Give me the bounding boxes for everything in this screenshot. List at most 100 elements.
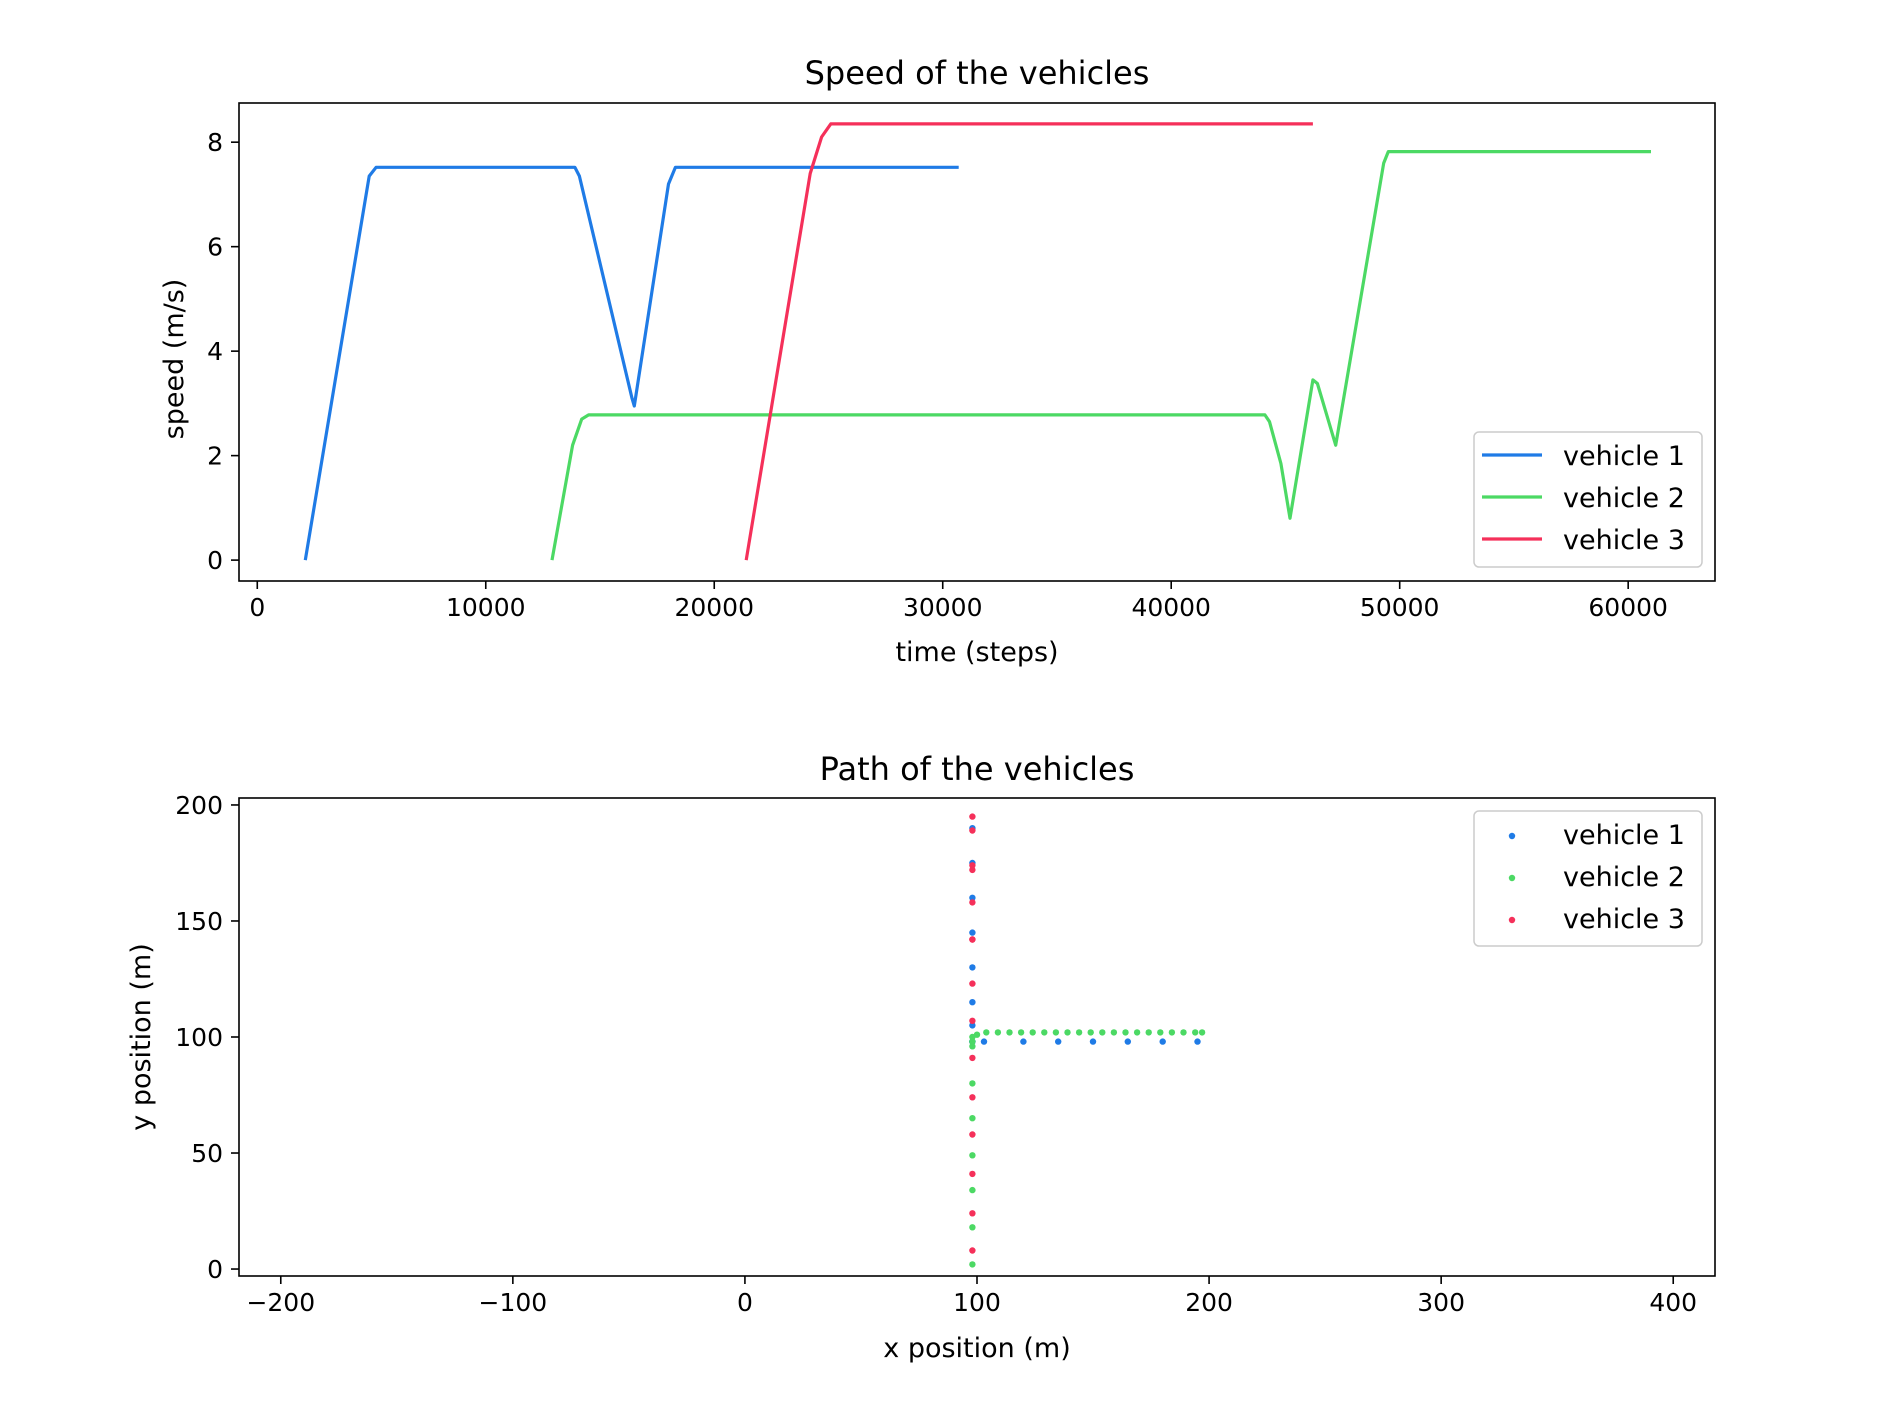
y-tick-label: 8 (207, 128, 223, 157)
x-tick-label: 200 (1185, 1288, 1233, 1317)
speed-axes-frame (238, 102, 1716, 582)
path-legend: vehicle 1 vehicle 2 vehicle 3 (1473, 810, 1703, 947)
speed-legend-box (1473, 431, 1703, 568)
legend-label-vehicle-3: vehicle 3 (1563, 904, 1685, 935)
y-tick-label: 0 (207, 1255, 223, 1284)
series-line-vehicle-1 (303, 165, 959, 561)
scatter-point-vehicle-1 (969, 1022, 976, 1029)
legend-label-vehicle-2: vehicle 2 (1563, 483, 1685, 514)
scatter-point-vehicle-3 (969, 862, 976, 869)
scatter-point-vehicle-1 (1055, 1038, 1062, 1045)
scatter-point-vehicle-2 (1145, 1029, 1152, 1036)
path-x-axis-label: x position (m) (883, 1333, 1070, 1364)
x-tick-label: 0 (737, 1288, 753, 1317)
speed-legend: vehicle 1 vehicle 2 vehicle 3 (1473, 431, 1703, 568)
scatter-point-vehicle-2 (1006, 1029, 1013, 1036)
x-tick-label: 400 (1649, 1288, 1697, 1317)
path-chart-title: Path of the vehicles (820, 750, 1135, 788)
scatter-point-vehicle-3 (969, 1170, 976, 1178)
scatter-point-vehicle-2 (1099, 1029, 1106, 1036)
scatter-point-vehicle-1 (969, 894, 976, 901)
speed-y-ticks: 0 2 4 6 8 (207, 128, 239, 575)
legend-marker-vehicle-3 (1508, 916, 1516, 924)
series-line-vehicle-3 (744, 122, 1313, 561)
scatter-point-vehicle-3 (969, 1210, 976, 1217)
speed-x-axis-label: time (steps) (895, 637, 1058, 668)
speed-plot-area (303, 122, 1651, 561)
scatter-point-vehicle-2 (969, 1080, 976, 1087)
scatter-point-vehicle-3 (969, 1017, 976, 1024)
legend-label-vehicle-1: vehicle 1 (1563, 820, 1685, 851)
scatter-point-vehicle-2 (969, 1115, 976, 1122)
scatter-point-vehicle-2 (1168, 1029, 1176, 1036)
scatter-point-vehicle-2 (969, 1224, 976, 1231)
scatter-point-vehicle-2 (1198, 1029, 1206, 1036)
y-tick-label: 150 (175, 907, 223, 936)
x-tick-label: 40000 (1131, 593, 1211, 622)
path-y-ticks: 0 50 100 150 200 (175, 791, 239, 1284)
scatter-point-vehicle-3 (969, 1247, 976, 1254)
scatter-point-vehicle-2 (1029, 1029, 1036, 1036)
scatter-point-vehicle-1 (980, 1038, 988, 1045)
scatter-point-vehicle-2 (1087, 1029, 1094, 1036)
scatter-point-vehicle-2 (1041, 1029, 1048, 1036)
x-tick-label: −200 (246, 1288, 315, 1317)
scatter-point-vehicle-3 (969, 827, 976, 834)
scatter-point-vehicle-3 (969, 813, 976, 820)
y-tick-label: 50 (191, 1139, 223, 1168)
scatter-point-vehicle-3 (969, 1054, 976, 1062)
scatter-point-vehicle-1 (969, 999, 976, 1006)
x-tick-label: 100 (953, 1288, 1001, 1317)
scatter-point-vehicle-3 (969, 899, 976, 906)
y-tick-label: 6 (207, 233, 223, 262)
y-tick-label: 200 (175, 791, 223, 820)
scatter-point-vehicle-3 (969, 866, 976, 874)
scatter-point-vehicle-3 (969, 980, 976, 987)
x-tick-label: 10000 (446, 593, 526, 622)
scatter-point-vehicle-1 (969, 929, 976, 936)
legend-label-vehicle-2: vehicle 2 (1563, 862, 1685, 893)
scatter-point-vehicle-2 (1110, 1029, 1118, 1036)
scatter-point-vehicle-3 (969, 1131, 976, 1138)
scatter-point-vehicle-2 (1157, 1029, 1164, 1036)
x-tick-label: 0 (249, 593, 265, 622)
legend-label-vehicle-1: vehicle 1 (1563, 441, 1685, 472)
scatter-point-vehicle-2 (994, 1029, 1002, 1036)
legend-marker-vehicle-2 (1508, 874, 1516, 882)
x-tick-label: 60000 (1588, 593, 1668, 622)
x-tick-label: 30000 (903, 593, 983, 622)
scatter-point-vehicle-3 (969, 936, 976, 943)
x-tick-label: 50000 (1360, 593, 1440, 622)
speed-chart-title: Speed of the vehicles (805, 54, 1150, 92)
legend-label-vehicle-3: vehicle 3 (1563, 525, 1685, 556)
y-tick-label: 4 (207, 337, 223, 366)
scatter-point-vehicle-2 (1180, 1029, 1187, 1036)
path-x-ticks: −200 −100 0 100 200 300 400 (246, 1276, 1697, 1317)
path-legend-box (1473, 810, 1703, 947)
series-line-vehicle-2 (550, 150, 1651, 561)
scatter-point-vehicle-1 (1124, 1038, 1132, 1045)
scatter-point-vehicle-2 (1017, 1029, 1025, 1036)
path-y-axis-label: y position (m) (126, 943, 157, 1130)
scatter-point-vehicle-2 (973, 1031, 981, 1038)
scatter-point-vehicle-1 (1194, 1038, 1201, 1045)
scatter-point-vehicle-1 (969, 964, 976, 971)
scatter-point-vehicle-1 (1020, 1038, 1027, 1045)
speed-chart: Speed of the vehicles 0 10000 20000 30000 40… (159, 54, 1716, 668)
y-tick-label: 2 (207, 442, 223, 471)
scatter-point-vehicle-2 (969, 1186, 976, 1194)
scatter-point-vehicle-1 (1089, 1038, 1097, 1045)
y-tick-label: 0 (207, 546, 223, 575)
scatter-point-vehicle-2 (1192, 1029, 1199, 1036)
x-tick-label: −100 (479, 1288, 548, 1317)
scatter-point-vehicle-2 (969, 1261, 976, 1268)
y-tick-label: 100 (175, 1023, 223, 1052)
scatter-point-vehicle-2 (1075, 1029, 1083, 1036)
scatter-point-vehicle-2 (969, 1043, 976, 1050)
scatter-point-vehicle-2 (969, 1038, 976, 1045)
legend-marker-vehicle-1 (1508, 832, 1516, 840)
scatter-point-vehicle-2 (1064, 1029, 1071, 1036)
x-tick-label: 20000 (674, 593, 754, 622)
scatter-point-vehicle-1 (1159, 1038, 1166, 1045)
